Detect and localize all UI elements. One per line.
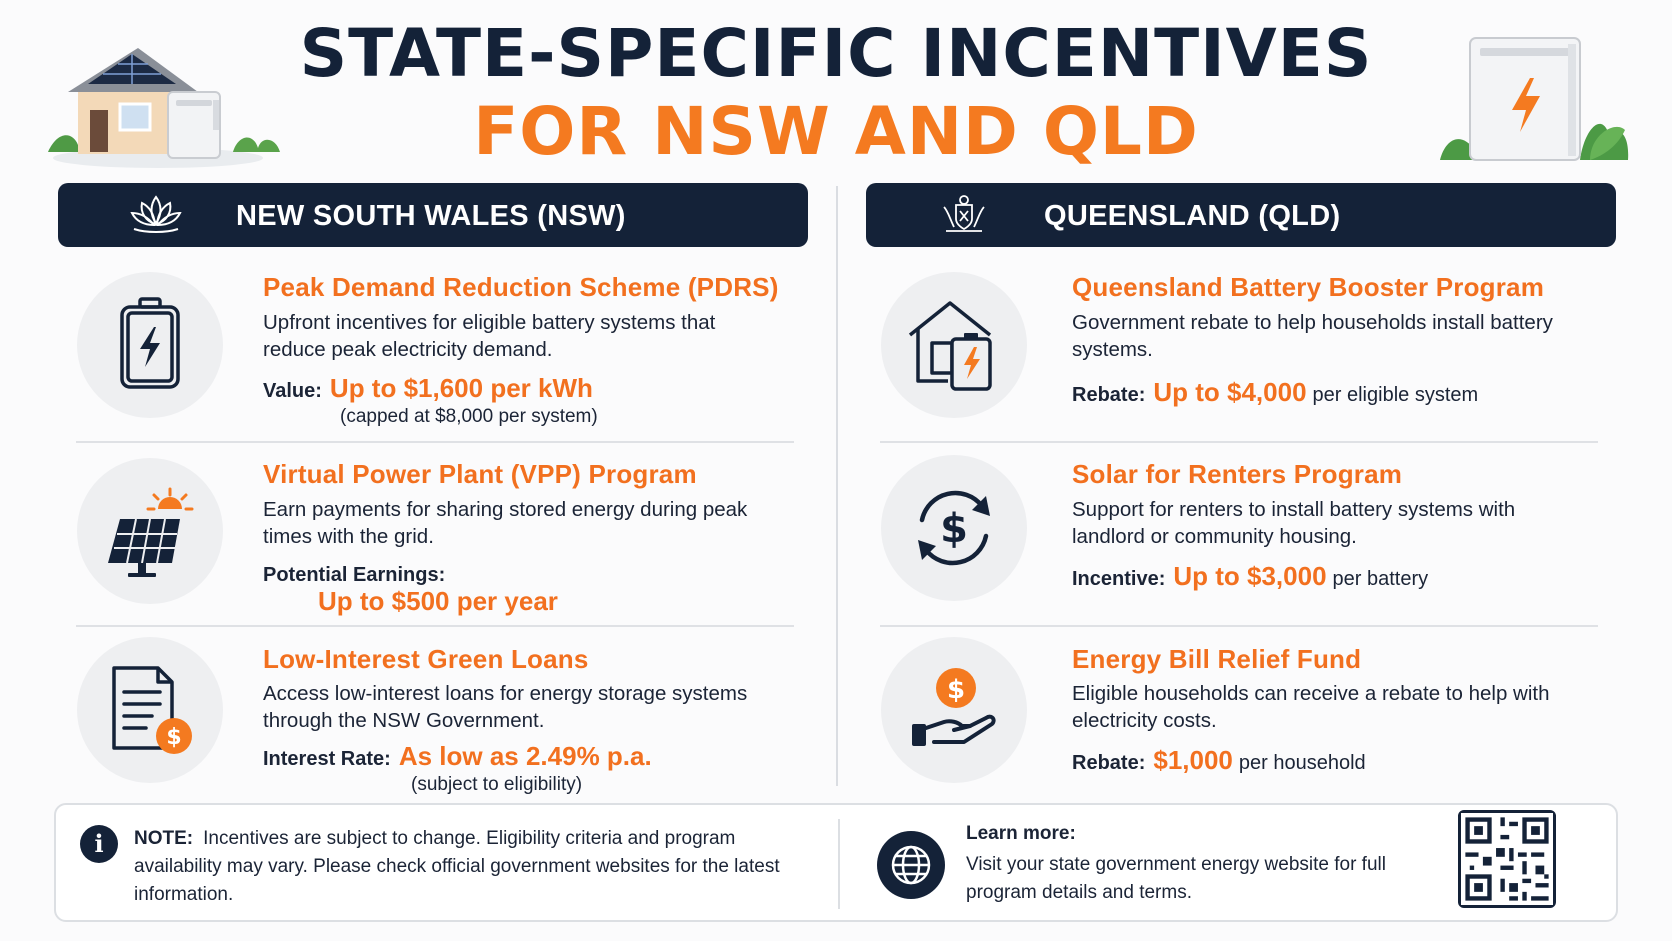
battery-icon — [120, 297, 180, 389]
battery-unit-illustration — [1440, 37, 1629, 161]
qld-item-3-title: Energy Bill Relief Fund — [1072, 644, 1362, 674]
qld-item-1-value: Up to $4,000 — [1153, 377, 1307, 407]
qld-item-3-value-suffix: per household — [1238, 752, 1366, 774]
info-icon: i — [80, 825, 118, 863]
qr-code-pattern — [1461, 813, 1553, 905]
nsw-item-3-icon-circle: $ — [77, 637, 223, 783]
note-label: NOTE: — [134, 828, 194, 849]
svg-text:$: $ — [947, 675, 965, 705]
learn-more-text: Visit your state government energy websi… — [966, 854, 1386, 903]
svg-text:$: $ — [940, 506, 968, 552]
nsw-item-2-value-label: Potential Earnings: — [263, 564, 446, 586]
qld-item-3-icon-circle: $ — [881, 637, 1027, 783]
column-divider — [836, 186, 838, 786]
house-battery-icon — [908, 301, 992, 391]
coat-of-arms-icon — [943, 195, 985, 232]
qld-item-2-value-suffix: per battery — [1332, 568, 1429, 590]
hand-coin-icon: $ — [912, 668, 996, 746]
note-box: i NOTE: Incentives are subject to change.… — [54, 803, 1618, 922]
qld-item-2-description: Support for renters to install battery s… — [1072, 498, 1516, 548]
qld-item-1-value-suffix: per eligible system — [1312, 384, 1479, 406]
qld-separator-2 — [880, 625, 1598, 627]
house-solar-battery-illustration — [48, 48, 280, 168]
qld-header-label: QUEENSLAND (QLD) — [1044, 200, 1341, 232]
nsw-item-2-title: Virtual Power Plant (VPP) Program — [263, 459, 697, 489]
qld-item-1-description: Government rebate to help households ins… — [1072, 311, 1553, 361]
qld-item-2-value-label: Incentive: — [1072, 568, 1166, 590]
qld-item-3-value-row: Rebate: $1,000 per household — [1072, 745, 1366, 776]
qld-item-2-title: Solar for Renters Program — [1072, 459, 1403, 489]
qld-item-2-icon-circle: $ — [881, 455, 1027, 601]
waratah-flower-icon — [130, 195, 182, 233]
nsw-item-2-value: Up to $500 per year — [318, 586, 558, 616]
qld-item-3-description: Eligible households can receive a rebate… — [1072, 682, 1550, 732]
nsw-item-2-description: Earn payments for sharing stored energy … — [263, 498, 748, 548]
nsw-item-1-subnote: (capped at $8,000 per system) — [340, 406, 598, 427]
page-subtitle: FOR NSW AND QLD — [473, 93, 1199, 170]
qld-item-3-value-label: Rebate: — [1072, 752, 1146, 774]
qr-code[interactable] — [1458, 810, 1556, 908]
nsw-header: NEW SOUTH WALES (NSW) — [58, 183, 808, 247]
nsw-item-3-description: Access low-interest loans for energy sto… — [263, 682, 748, 732]
qld-item-1-title: Queensland Battery Booster Program — [1072, 272, 1545, 302]
qld-item-1-icon-circle — [881, 272, 1027, 418]
svg-text:$: $ — [166, 725, 181, 750]
page-title: STATE-SPECIFIC INCENTIVES — [299, 15, 1373, 92]
nsw-item-1-value: Up to $1,600 per kWh — [329, 373, 593, 403]
nsw-item-3-subnote: (subject to eligibility) — [411, 774, 583, 795]
nsw-separator-1 — [76, 441, 794, 443]
nsw-item-1-value-label: Value: — [263, 380, 322, 402]
nsw-header-label: NEW SOUTH WALES (NSW) — [236, 200, 626, 232]
qld-item-1-value-row: Rebate: Up to $4,000 per eligible system — [1072, 377, 1478, 408]
nsw-item-3-value-label: Interest Rate: — [263, 748, 391, 770]
nsw-item-1-icon-circle — [77, 272, 223, 418]
qld-item-3-value: $1,000 — [1153, 745, 1233, 775]
note-text-block: NOTE: Incentives are subject to change. E… — [134, 825, 794, 909]
nsw-item-3-value: As low as 2.49% p.a. — [398, 741, 652, 771]
qld-separator-1 — [880, 441, 1598, 443]
globe-icon — [877, 831, 945, 899]
note-divider — [838, 819, 840, 909]
nsw-item-1-description: Upfront incentives for eligible battery … — [263, 311, 716, 361]
nsw-item-2-value-label-row: Potential Earnings: — [263, 564, 445, 587]
learn-more-title: Learn more: — [966, 823, 1076, 844]
qld-item-2-value: Up to $3,000 — [1173, 561, 1327, 591]
qld-item-2-value-row: Incentive: Up to $3,000 per battery — [1072, 561, 1428, 592]
note-text: Incentives are subject to change. Eligib… — [134, 828, 780, 905]
nsw-item-3-value-row: Interest Rate: As low as 2.49% p.a. — [263, 741, 652, 772]
solar-panel-icon — [108, 487, 194, 577]
document-dollar-icon: $ — [112, 666, 192, 754]
dollar-cycle-icon: $ — [918, 490, 990, 566]
nsw-item-3-title: Low-Interest Green Loans — [263, 644, 589, 674]
nsw-item-2-icon-circle — [77, 458, 223, 604]
nsw-item-1-title: Peak Demand Reduction Scheme (PDRS) — [263, 272, 779, 302]
nsw-item-2-value-row: Up to $500 per year — [318, 586, 558, 617]
title-block: STATE-SPECIFIC INCENTIVES FOR NSW AND QL… — [0, 14, 1672, 170]
nsw-item-1-value-row: Value: Up to $1,600 per kWh — [263, 373, 593, 404]
nsw-separator-2 — [76, 625, 794, 627]
qld-header: QUEENSLAND (QLD) — [866, 183, 1616, 247]
qld-item-1-value-label: Rebate: — [1072, 384, 1146, 406]
